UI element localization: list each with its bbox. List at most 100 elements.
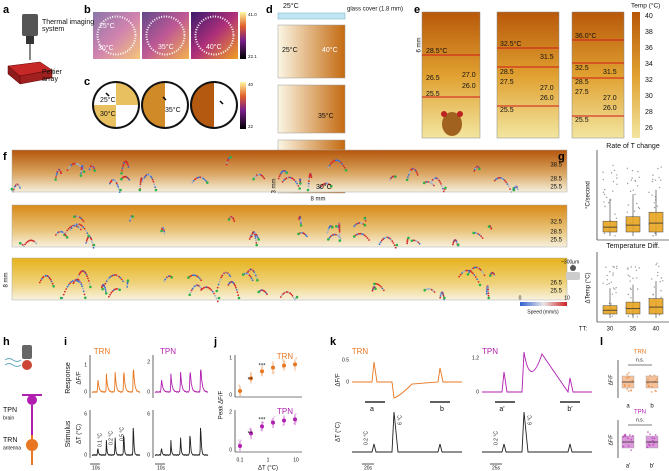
jitter (609, 271, 611, 273)
jitter (653, 202, 655, 204)
trajectory-start (126, 279, 130, 283)
panel-text: 1 (229, 355, 232, 361)
jitter (612, 180, 615, 183)
panel-text: 28.5 (575, 79, 589, 86)
panel-text: 28.5°C (426, 47, 447, 55)
trace (143, 83, 165, 105)
trajectory-start (487, 296, 491, 300)
jitter (622, 435, 625, 438)
jitter (646, 446, 649, 448)
trajectory-dot (286, 176, 289, 179)
jitter (656, 262, 658, 265)
trace (116, 83, 138, 105)
jitter (627, 204, 629, 206)
shape (191, 12, 238, 59)
jitter (647, 443, 650, 446)
trajectory-start (119, 188, 122, 192)
trajectory-dot (196, 275, 198, 278)
trajectory-dot (67, 283, 70, 286)
trajectory-dot (60, 172, 63, 175)
panel-text: Thermal imaging (42, 19, 94, 26)
trajectory-dot (77, 275, 80, 277)
trajectory-start (374, 287, 377, 291)
panel-text: 40 (645, 13, 653, 20)
trajectory-dot (191, 274, 194, 277)
jitter (658, 176, 660, 179)
jitter (647, 378, 649, 381)
trajectory-dot (426, 181, 428, 183)
trajectory-dot (120, 278, 123, 281)
jitter (630, 389, 632, 391)
panel-text: 27.0 (603, 95, 617, 102)
panel-text: 0.2 °C (493, 431, 499, 445)
panel-text: 0 (476, 389, 479, 395)
panel-text: 2 (147, 359, 150, 365)
trajectory-dot (213, 292, 215, 295)
panel-text: Response (65, 362, 72, 394)
trajectory-dot (510, 191, 513, 193)
arena (96, 15, 137, 56)
trajectory-dot (219, 278, 222, 281)
trajectory-dot (121, 167, 124, 170)
jitter (627, 293, 629, 296)
trajectory-dot (82, 168, 85, 171)
trajectory-dot (470, 271, 473, 273)
trajectory-start (92, 243, 96, 247)
trajectory-start (82, 170, 86, 173)
trajectory-dot (297, 185, 300, 187)
trajectory-dot (70, 227, 73, 230)
panel-text: ΔTemp (°C) (586, 272, 592, 303)
trajectory-start (512, 188, 516, 192)
shape (22, 345, 32, 359)
trajectory-dot (108, 295, 110, 298)
trajectory-start (79, 174, 83, 177)
trace (94, 105, 116, 127)
panel-label: e (414, 4, 420, 16)
trajectory-dot (198, 277, 201, 280)
trajectory-start (363, 216, 367, 220)
trajectory-dot (505, 181, 508, 184)
shape (90, 463, 100, 465)
trajectory-dot (115, 180, 117, 183)
shape (362, 463, 374, 465)
panel-text: 40 (248, 82, 254, 87)
trajectory-dot (220, 276, 223, 279)
panel-text: n.s. (636, 417, 644, 423)
panel-label: h (3, 336, 10, 348)
jitter (657, 271, 659, 274)
jitter (632, 189, 635, 191)
trajectory-dot (118, 191, 121, 194)
trajectory-dot (80, 283, 83, 286)
trajectory-dot (363, 234, 366, 237)
trajectory-dot (78, 273, 81, 276)
trajectory-dot (428, 181, 431, 184)
jitter (602, 191, 605, 193)
trajectory-dot (426, 288, 429, 290)
trajectory-dot (114, 274, 116, 276)
panel-text: 25.5 (550, 185, 562, 191)
trajectory-dot (343, 166, 346, 169)
faint (261, 374, 263, 377)
panel-text: 32.5°C (500, 40, 521, 48)
trajectory-dot (203, 178, 206, 181)
trajectory-dot (104, 290, 107, 292)
panel-text: 8 mm (311, 197, 326, 203)
trajectory-dot (82, 226, 85, 229)
jitter (613, 266, 615, 269)
trajectory-dot (266, 293, 268, 296)
jitter (659, 281, 661, 283)
fly-head (22, 360, 32, 370)
trajectory-dot (92, 246, 95, 249)
trajectory-start (257, 238, 261, 241)
panel-text: ΔT (°C) (258, 466, 278, 471)
panel-text: 0 (147, 452, 150, 458)
trajectory-start (87, 234, 90, 238)
trajectory-dot (331, 161, 333, 164)
trajectory-dot (470, 268, 473, 271)
trajectory-dot (111, 290, 114, 293)
trajectory-dot (69, 226, 71, 229)
trajectory-start (73, 215, 76, 218)
faint (295, 357, 298, 360)
jitter (629, 280, 631, 282)
jitter (651, 439, 654, 442)
